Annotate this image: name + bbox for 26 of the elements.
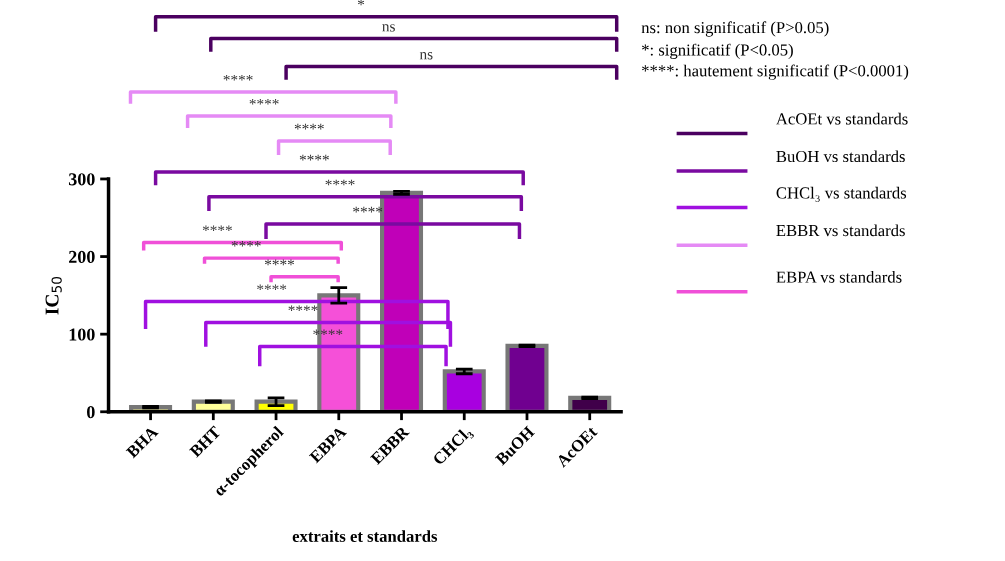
- annotation: ****: [202, 225, 232, 232]
- y-tick-label: 200: [69, 250, 95, 264]
- text: ns: [419, 52, 433, 60]
- y-tick-label: 300: [68, 173, 95, 186]
- text: ****: [249, 98, 279, 105]
- text: ****: [294, 123, 324, 130]
- text: ****: [299, 154, 329, 161]
- annotation: ****: [288, 305, 318, 311]
- text: CHCl₃ vs standards: [776, 186, 907, 202]
- annotation: ****: [257, 284, 287, 291]
- text: ****: hautement significatif (P<0.0001): [642, 64, 909, 80]
- y-tick-label: 0: [87, 406, 95, 419]
- y-axis-title: IC$_{50}$: [45, 276, 62, 315]
- text: AcOEt vs standards: [776, 112, 908, 125]
- annotation: ****: [325, 179, 355, 186]
- annotation: ****: [264, 259, 295, 266]
- text: ****: [223, 74, 253, 81]
- text: EBBR vs standards: [776, 224, 905, 237]
- x-axis-title: extraits et standards: [292, 530, 438, 542]
- text: *: [357, 0, 365, 6]
- text: BuOH vs standards: [776, 150, 905, 163]
- text: EBPA vs standards: [776, 271, 902, 283]
- y-tick-label: 100: [69, 328, 95, 341]
- text: ns: non significatif (P>0.05): [641, 21, 829, 37]
- text: *: significatif (P<0.05): [642, 43, 793, 60]
- text: ns: [382, 24, 395, 32]
